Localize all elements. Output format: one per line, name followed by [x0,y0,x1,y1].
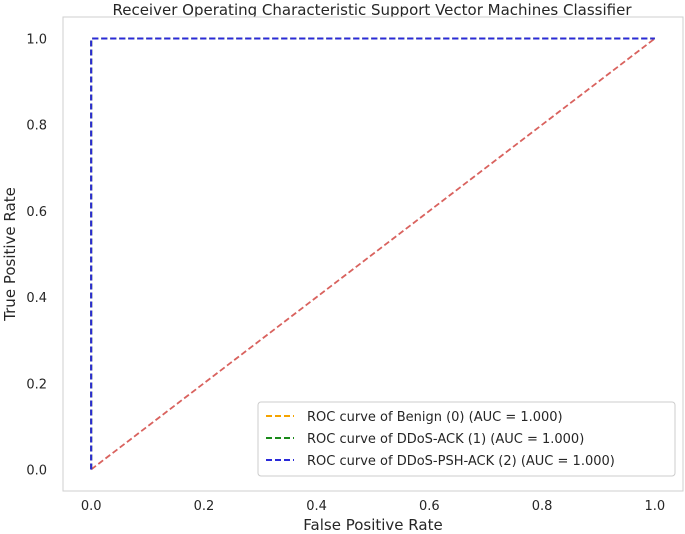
y-axis-label: True Positive Rate [1,187,19,322]
legend: ROC curve of Benign (0) (AUC = 1.000) ROC… [257,401,676,477]
x-tick-label: 0.4 [306,499,327,514]
x-tick-label: 0.2 [194,499,215,514]
x-axis: 0.0 0.2 0.4 0.6 0.8 1.0 [81,499,665,514]
y-tick-label: 0.0 [26,463,47,478]
x-tick-label: 1.0 [644,499,665,514]
legend-entry: ROC curve of Benign (0) (AUC = 1.000) [307,410,563,425]
x-axis-label: False Positive Rate [303,516,442,534]
y-tick-label: 0.2 [26,377,47,392]
roc-line-series-2 [90,37,655,470]
y-tick-label: 0.4 [26,291,47,306]
legend-box [257,401,676,477]
legend-entry: ROC curve of DDoS-ACK (1) (AUC = 1.000) [307,432,584,447]
y-tick-label: 0.8 [26,119,47,134]
y-tick-label: 0.6 [26,205,47,220]
x-tick-label: 0.8 [532,499,553,514]
reference-diagonal-line [90,37,656,471]
x-tick-label: 0.0 [81,499,102,514]
plot-lines [90,37,656,471]
chart-title: Receiver Operating Characteristic Suppor… [112,1,632,19]
legend-entry: ROC curve of DDoS-PSH-ACK (2) (AUC = 1.0… [307,454,615,469]
y-tick-label: 1.0 [26,33,47,48]
x-tick-label: 0.6 [419,499,440,514]
y-axis: 0.0 0.2 0.4 0.6 0.8 1.0 [26,33,47,479]
